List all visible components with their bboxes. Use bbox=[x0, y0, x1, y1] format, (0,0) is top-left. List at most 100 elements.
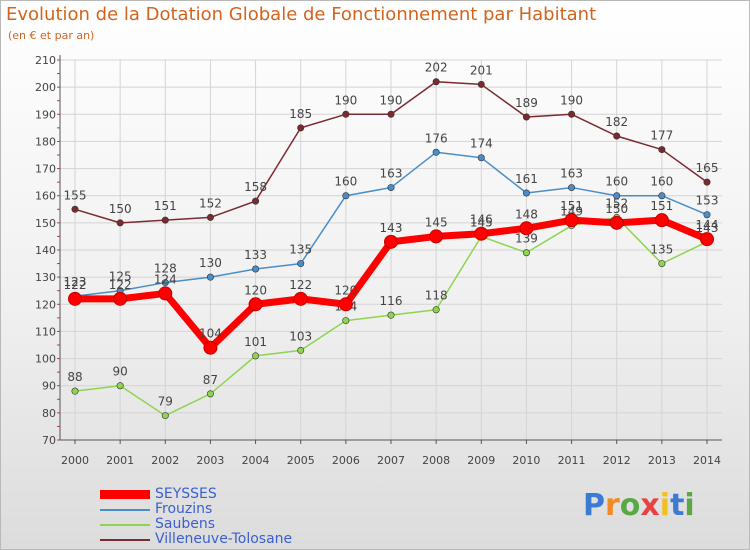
x-tick-label: 2011 bbox=[558, 454, 586, 467]
data-point bbox=[116, 219, 124, 227]
data-label: 151 bbox=[154, 199, 177, 213]
data-point bbox=[522, 189, 530, 197]
data-point bbox=[654, 213, 669, 228]
data-point bbox=[387, 311, 395, 319]
x-tick-label: 2003 bbox=[196, 454, 224, 467]
data-label: 101 bbox=[244, 335, 267, 349]
data-label: 104 bbox=[199, 327, 222, 341]
data-point bbox=[387, 110, 395, 118]
data-label: 135 bbox=[650, 243, 673, 257]
data-label: 151 bbox=[560, 199, 583, 213]
data-point bbox=[161, 412, 169, 420]
data-point bbox=[613, 192, 621, 200]
data-point bbox=[297, 260, 305, 268]
data-label: 150 bbox=[605, 202, 628, 216]
data-point bbox=[158, 286, 173, 301]
data-label: 190 bbox=[380, 93, 403, 107]
data-label: 144 bbox=[696, 218, 719, 232]
data-point bbox=[703, 178, 711, 186]
y-tick-label: 170 bbox=[35, 163, 56, 176]
data-label: 87 bbox=[203, 373, 218, 387]
data-label: 161 bbox=[515, 172, 538, 186]
data-label: 160 bbox=[334, 175, 357, 189]
data-point bbox=[206, 390, 214, 398]
data-label: 149 bbox=[560, 205, 583, 219]
data-label: 185 bbox=[289, 107, 312, 121]
y-tick-label: 190 bbox=[35, 108, 56, 121]
data-label: 122 bbox=[289, 278, 312, 292]
data-label: 163 bbox=[380, 167, 403, 181]
chart-subtitle: (en € et par an) bbox=[8, 29, 95, 42]
data-point bbox=[522, 249, 530, 257]
x-tick-label: 2006 bbox=[332, 454, 360, 467]
y-tick-label: 130 bbox=[35, 271, 56, 284]
data-point bbox=[206, 273, 214, 281]
data-label: 122 bbox=[109, 278, 132, 292]
data-label: 148 bbox=[515, 207, 538, 221]
data-label: 145 bbox=[425, 215, 448, 229]
data-point bbox=[477, 80, 485, 88]
data-label: 133 bbox=[244, 248, 267, 262]
data-label: 190 bbox=[334, 93, 357, 107]
x-tick-label: 2005 bbox=[287, 454, 315, 467]
y-tick-label: 110 bbox=[35, 325, 56, 338]
data-point bbox=[68, 291, 82, 306]
y-tick-label: 100 bbox=[35, 353, 56, 366]
data-label: 116 bbox=[380, 294, 403, 308]
data-point bbox=[297, 346, 305, 354]
data-point bbox=[432, 78, 440, 86]
data-label: 103 bbox=[289, 329, 312, 343]
data-point bbox=[71, 387, 79, 395]
data-point bbox=[522, 113, 530, 121]
data-label: 176 bbox=[425, 131, 448, 145]
data-label: 146 bbox=[470, 213, 493, 227]
data-point bbox=[609, 215, 624, 230]
x-tick-label: 2007 bbox=[377, 454, 405, 467]
data-point bbox=[477, 154, 485, 162]
data-point bbox=[161, 279, 169, 287]
data-label: 202 bbox=[425, 61, 448, 75]
data-point bbox=[113, 291, 128, 306]
data-point bbox=[203, 340, 218, 355]
data-point bbox=[519, 221, 534, 236]
data-point bbox=[703, 211, 711, 219]
x-tick-label: 2012 bbox=[603, 454, 631, 467]
data-label: 120 bbox=[244, 283, 267, 297]
x-tick-label: 2013 bbox=[648, 454, 676, 467]
x-tick-label: 2001 bbox=[106, 454, 134, 467]
data-label: 158 bbox=[244, 180, 267, 194]
legend-label: Saubens bbox=[155, 516, 216, 532]
data-label: 139 bbox=[515, 232, 538, 246]
data-point bbox=[71, 205, 79, 213]
x-tick-label: 2010 bbox=[512, 454, 540, 467]
data-label: 130 bbox=[199, 256, 222, 270]
data-label: 143 bbox=[380, 221, 403, 235]
data-label: 125 bbox=[109, 270, 132, 284]
data-label: 88 bbox=[67, 370, 82, 384]
data-point bbox=[384, 234, 398, 249]
x-tick-label: 2014 bbox=[693, 454, 721, 467]
data-label: 118 bbox=[425, 289, 448, 303]
legend-swatch bbox=[100, 524, 150, 526]
legend-label: SEYSSES bbox=[155, 486, 217, 502]
data-label: 165 bbox=[696, 161, 719, 175]
y-tick-label: 180 bbox=[35, 135, 56, 148]
data-point bbox=[116, 382, 124, 390]
data-label: 160 bbox=[605, 175, 628, 189]
y-tick-label: 200 bbox=[35, 81, 56, 94]
data-point bbox=[564, 213, 579, 228]
data-point bbox=[206, 213, 214, 221]
y-tick-label: 160 bbox=[35, 190, 56, 203]
data-label: 122 bbox=[64, 278, 87, 292]
x-tick-label: 2004 bbox=[242, 454, 270, 467]
x-tick-label: 2008 bbox=[422, 454, 450, 467]
data-label: 153 bbox=[696, 194, 719, 208]
y-tick-label: 120 bbox=[35, 298, 56, 311]
chart-title: Evolution de la Dotation Globale de Fonc… bbox=[6, 4, 597, 25]
data-label: 155 bbox=[64, 188, 87, 202]
y-tick-label: 140 bbox=[35, 244, 56, 257]
data-label: 201 bbox=[470, 63, 493, 77]
data-label: 79 bbox=[158, 395, 173, 409]
y-tick-label: 90 bbox=[42, 380, 56, 393]
